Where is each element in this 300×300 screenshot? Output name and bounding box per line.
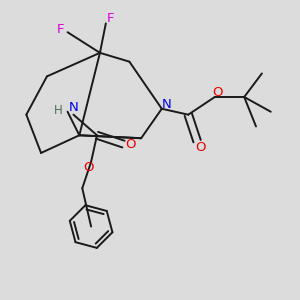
Text: O: O — [195, 141, 205, 154]
Text: F: F — [56, 23, 64, 36]
Text: H: H — [54, 104, 63, 117]
Text: F: F — [106, 13, 114, 26]
Text: O: O — [83, 161, 93, 174]
Text: N: N — [161, 98, 171, 111]
Text: O: O — [126, 138, 136, 151]
Text: N: N — [69, 101, 78, 114]
Text: O: O — [212, 86, 223, 99]
